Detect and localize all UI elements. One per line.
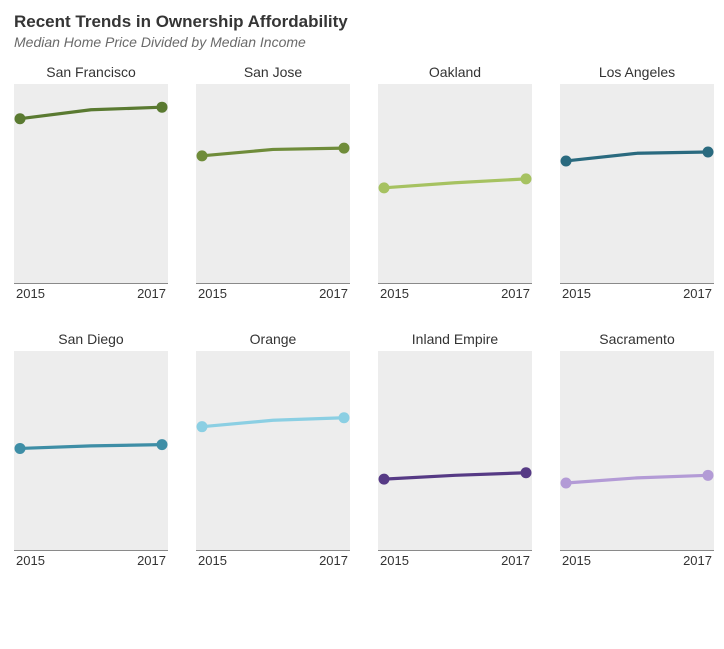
chart-title: Recent Trends in Ownership Affordability <box>14 12 710 32</box>
series-marker <box>561 155 572 166</box>
series-marker <box>339 412 350 423</box>
x-tick-label: 2017 <box>137 553 166 568</box>
x-tick-label: 2015 <box>16 553 45 568</box>
series-marker <box>157 102 168 113</box>
series-marker <box>703 470 714 481</box>
x-tick-label: 2015 <box>380 286 409 301</box>
series-marker <box>561 478 572 489</box>
series-marker <box>379 182 390 193</box>
series-marker <box>521 467 532 478</box>
panel-title: Orange <box>196 331 350 347</box>
chart-panel: Sacramento 2015 2017 <box>560 331 714 568</box>
series-marker <box>379 474 390 485</box>
panel-plot <box>560 351 714 551</box>
chart-panel: Oakland 2015 2017 <box>378 64 532 301</box>
chart-panel: Orange 2015 2017 <box>196 331 350 568</box>
panel-plot <box>378 351 532 551</box>
x-tick-label: 2015 <box>562 553 591 568</box>
panel-plot <box>378 84 532 284</box>
panel-plot <box>196 84 350 284</box>
series-marker <box>157 439 168 450</box>
x-axis-labels: 2015 2017 <box>378 551 532 568</box>
x-tick-label: 2017 <box>683 286 712 301</box>
x-axis-labels: 2015 2017 <box>14 551 168 568</box>
series-marker <box>15 113 26 124</box>
chart-panel: San Francisco 2015 2017 <box>14 64 168 301</box>
series-marker <box>521 173 532 184</box>
panel-plot <box>196 351 350 551</box>
panel-title: San Jose <box>196 64 350 80</box>
x-tick-label: 2015 <box>380 553 409 568</box>
series-marker <box>703 147 714 158</box>
x-axis-labels: 2015 2017 <box>196 551 350 568</box>
panel-title: Oakland <box>378 64 532 80</box>
panel-title: Sacramento <box>560 331 714 347</box>
x-tick-label: 2017 <box>683 553 712 568</box>
panel-title: San Francisco <box>14 64 168 80</box>
x-axis-labels: 2015 2017 <box>378 284 532 301</box>
series-marker <box>339 143 350 154</box>
panel-title: San Diego <box>14 331 168 347</box>
chart-panel: Inland Empire 2015 2017 <box>378 331 532 568</box>
panel-title: Los Angeles <box>560 64 714 80</box>
chart-subtitle: Median Home Price Divided by Median Inco… <box>14 34 710 50</box>
series-marker <box>15 443 26 454</box>
x-tick-label: 2017 <box>501 553 530 568</box>
x-axis-labels: 2015 2017 <box>560 284 714 301</box>
x-tick-label: 2017 <box>501 286 530 301</box>
x-tick-label: 2015 <box>16 286 45 301</box>
x-tick-label: 2015 <box>198 553 227 568</box>
x-tick-label: 2017 <box>137 286 166 301</box>
x-tick-label: 2017 <box>319 286 348 301</box>
panel-title: Inland Empire <box>378 331 532 347</box>
x-tick-label: 2017 <box>319 553 348 568</box>
panel-plot <box>14 351 168 551</box>
x-axis-labels: 2015 2017 <box>560 551 714 568</box>
series-marker <box>197 421 208 432</box>
x-axis-labels: 2015 2017 <box>14 284 168 301</box>
x-tick-label: 2015 <box>198 286 227 301</box>
panel-plot <box>14 84 168 284</box>
panel-plot <box>560 84 714 284</box>
series-marker <box>197 150 208 161</box>
chart-panel: San Jose 2015 2017 <box>196 64 350 301</box>
small-multiples-grid: San Francisco20152017San Jose20152017Oak… <box>14 64 710 568</box>
x-axis-labels: 2015 2017 <box>196 284 350 301</box>
chart-panel: Los Angeles 2015 2017 <box>560 64 714 301</box>
chart-panel: San Diego 2015 2017 <box>14 331 168 568</box>
x-tick-label: 2015 <box>562 286 591 301</box>
